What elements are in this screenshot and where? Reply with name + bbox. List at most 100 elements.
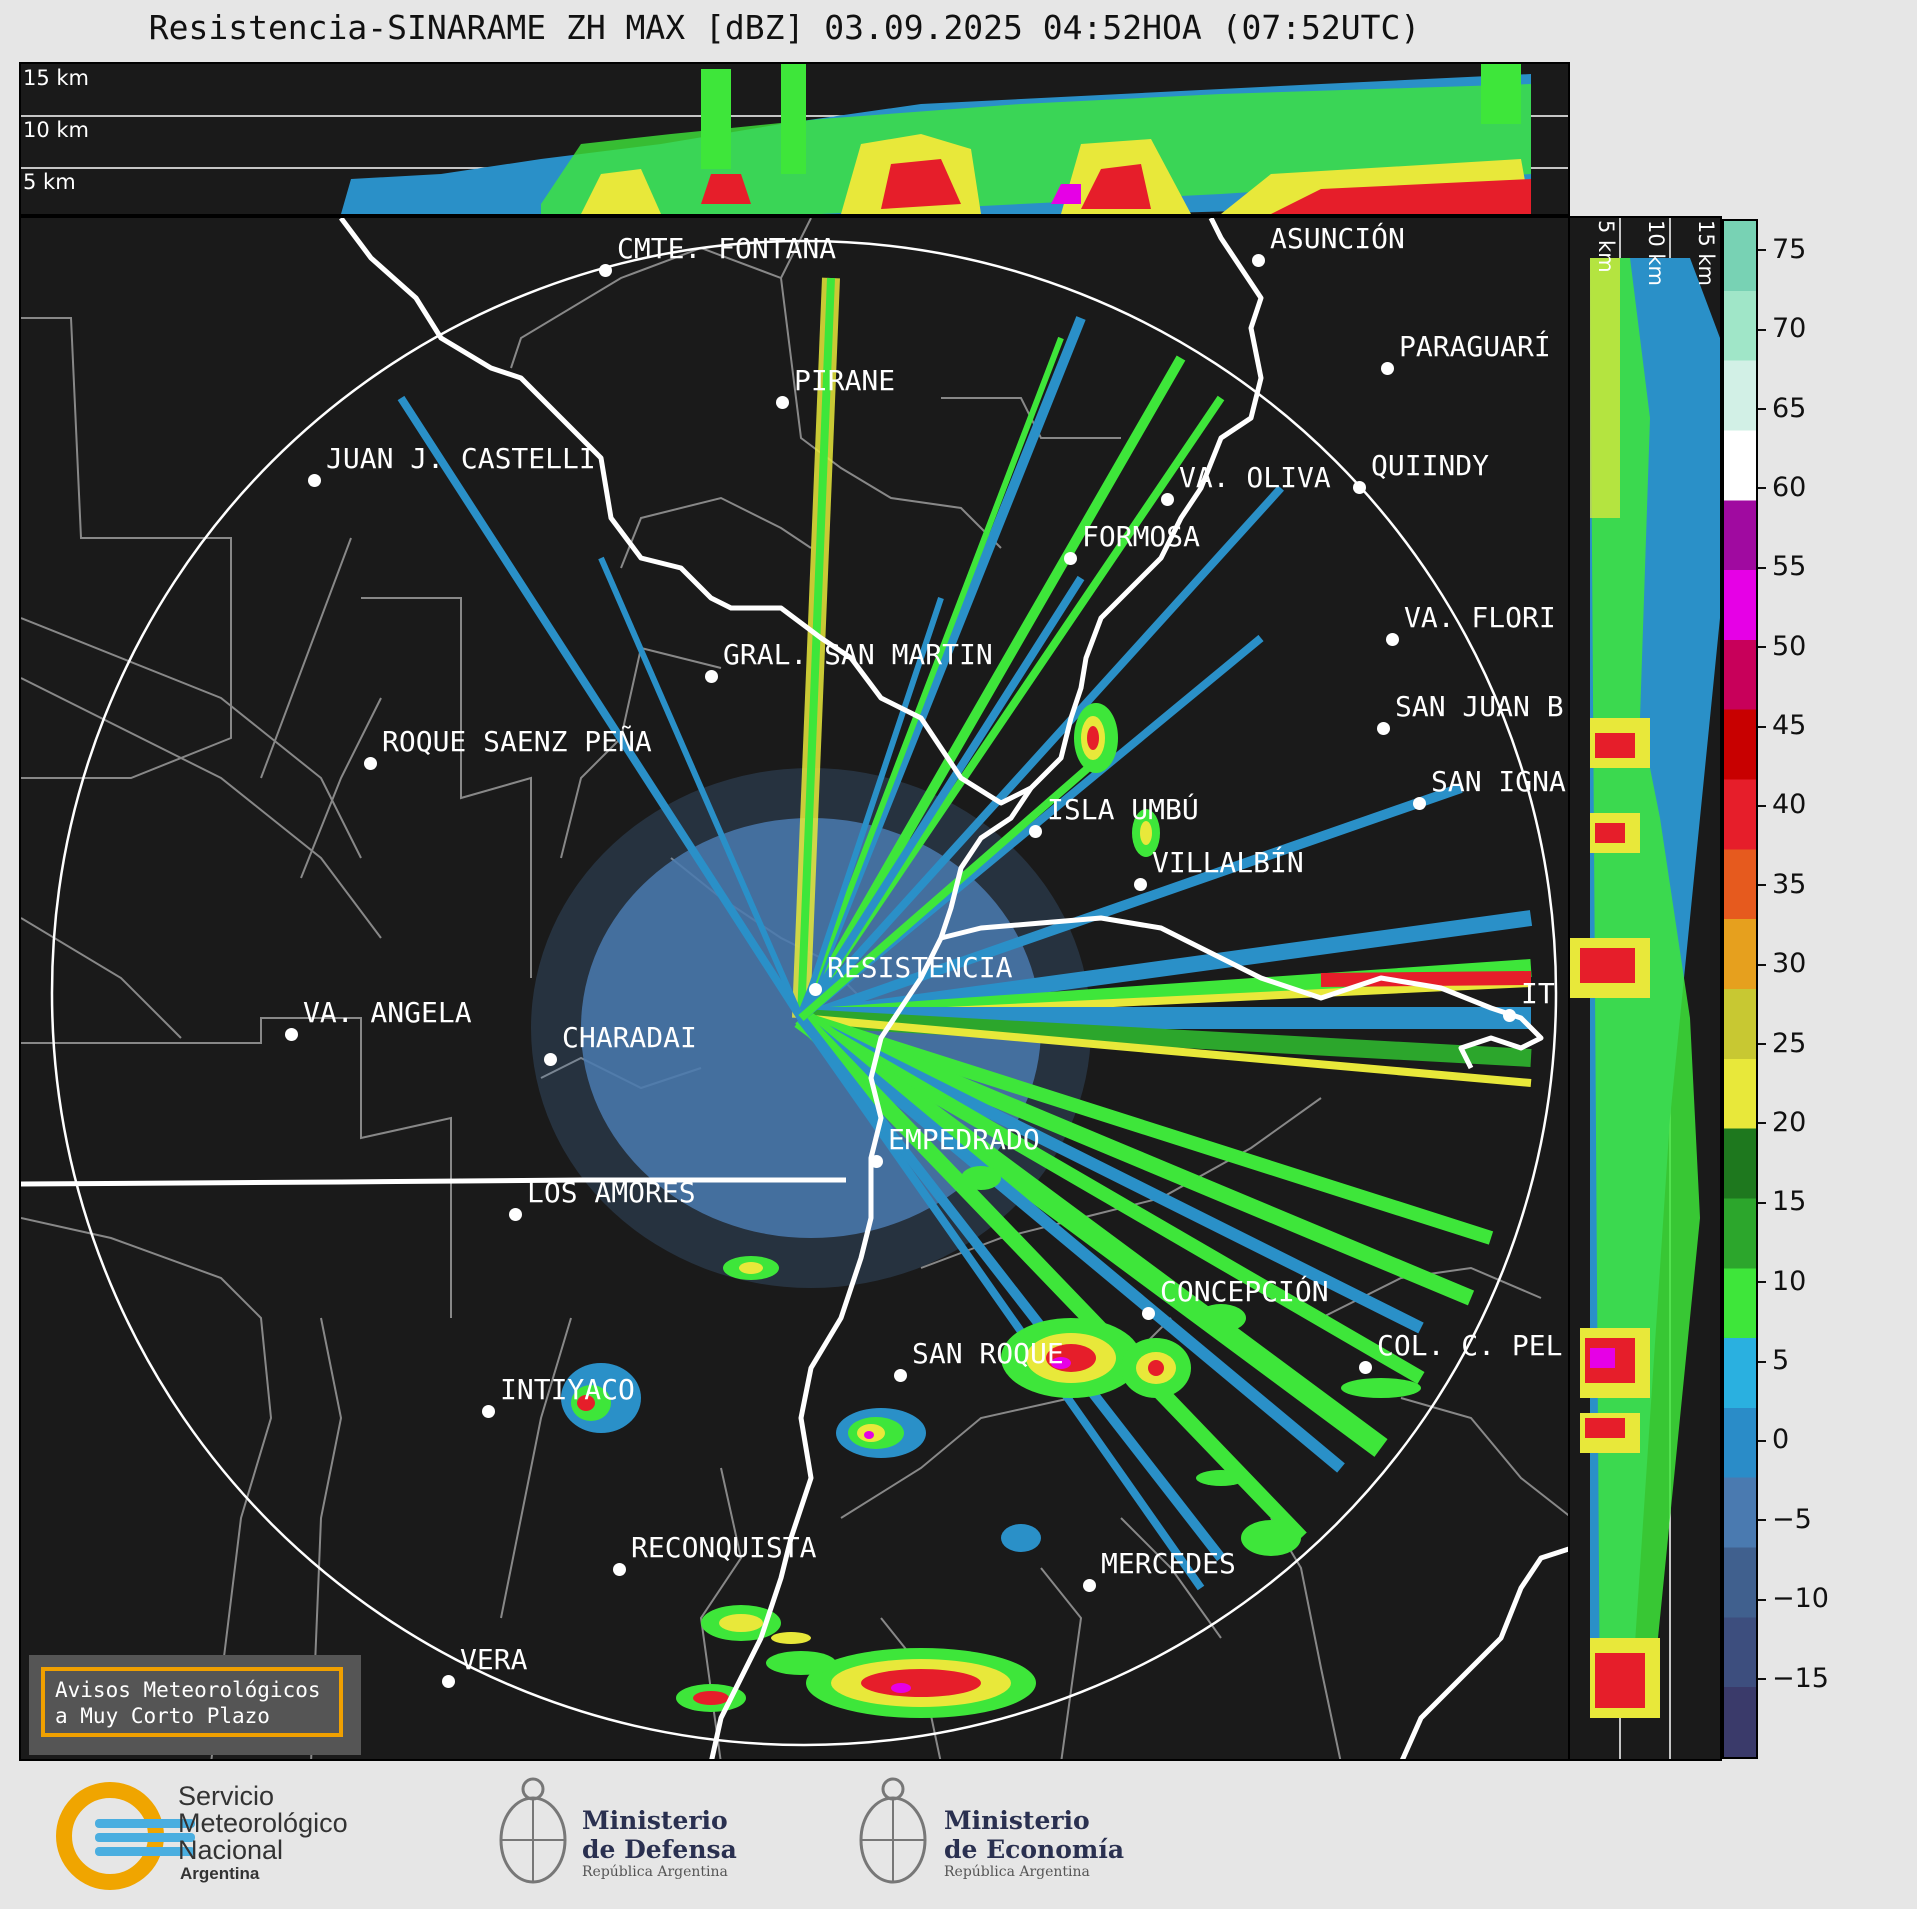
right-label-15km: 15 km — [1694, 220, 1718, 287]
city-dot-icon — [482, 1405, 495, 1418]
colorbar-tick-label: 5 — [1757, 1345, 1789, 1376]
city-dot-icon — [1377, 722, 1390, 735]
city-label: IT — [1521, 977, 1555, 1010]
top-label-15km: 15 km — [23, 66, 90, 90]
city-label: FORMOSA — [1082, 520, 1201, 553]
colorbar-tick-label: −10 — [1758, 1583, 1829, 1614]
city-dot-icon — [705, 670, 718, 683]
colorbar-tick-label: 50 — [1757, 631, 1806, 662]
city-dot-icon — [285, 1028, 298, 1041]
smn-logo-icon — [56, 1782, 195, 1890]
colorbar-tick-label: 0 — [1757, 1424, 1789, 1455]
right-label-10km: 10 km — [1644, 220, 1668, 287]
city-dot-icon — [1386, 633, 1399, 646]
city-dot-icon — [1161, 493, 1174, 506]
city-dot-icon — [364, 757, 377, 770]
city-label: RECONQUISTA — [631, 1531, 817, 1564]
colorbar-tick-label: 60 — [1757, 472, 1806, 503]
city-dot-icon — [1359, 1361, 1372, 1374]
city-label: VA. FLORI — [1404, 601, 1556, 634]
city-dot-icon — [1064, 552, 1077, 565]
city-dot-icon — [1353, 481, 1366, 494]
colorbar-tick-label: 45 — [1757, 710, 1806, 741]
city-dot-icon — [544, 1053, 557, 1066]
city-dot-icon — [894, 1369, 907, 1382]
colorbar-tick-label: 70 — [1757, 313, 1806, 344]
city-dot-icon — [1252, 254, 1265, 267]
city-dot-icon — [870, 1155, 883, 1168]
colorbar-tick-label: 35 — [1757, 869, 1806, 900]
economia-line2: de Economía — [944, 1835, 1125, 1864]
coat-of-arms-icon — [859, 1777, 927, 1884]
city-dot-icon — [1413, 797, 1426, 810]
city-label: LOS AMORES — [527, 1176, 696, 1209]
city-label: ISLA UMBÚ — [1047, 793, 1199, 826]
rivers-and-borders — [21, 218, 1568, 1759]
city-label: RESISTENCIA — [827, 951, 1013, 984]
colorbar-tick-label: −5 — [1758, 1504, 1812, 1535]
city-dot-icon — [1503, 1009, 1516, 1022]
city-dot-icon — [1083, 1579, 1096, 1592]
city-label: SAN ROQUE — [912, 1337, 1064, 1370]
warning-box-text[interactable]: Avisos Meteorológicos a Muy Corto Plazo — [41, 1667, 343, 1737]
right-cross-section-panel: 5 km 10 km 15 km — [1570, 216, 1722, 1761]
city-label: MERCEDES — [1101, 1547, 1236, 1580]
smn-line1: Servicio — [178, 1781, 275, 1811]
coat-of-arms-icon — [499, 1777, 567, 1884]
city-dot-icon — [509, 1208, 522, 1221]
city-label: PARAGUARÍ — [1399, 330, 1551, 363]
city-label: VILLALBÍN — [1152, 846, 1304, 879]
colorbar-tick-label: 55 — [1757, 551, 1806, 582]
city-dot-icon — [1381, 362, 1394, 375]
right-label-5km: 5 km — [1594, 220, 1618, 273]
smn-line2: Meteorológico — [178, 1808, 348, 1838]
colorbar-tick-label: 10 — [1757, 1266, 1806, 1297]
city-label: VA. OLIVA — [1179, 461, 1331, 494]
city-label: SAN JUAN B — [1395, 690, 1564, 723]
footer-logos: Servicio Meteorológico Nacional Argentin… — [0, 1761, 1917, 1909]
colorbar-tick-label: 20 — [1757, 1107, 1806, 1138]
defensa-line3: República Argentina — [582, 1864, 728, 1880]
top-label-10km: 10 km — [23, 118, 90, 142]
right-echo-area — [1570, 258, 1720, 1718]
radar-range-ring — [50, 239, 1558, 1747]
economia-line3: República Argentina — [944, 1864, 1090, 1880]
top-echo-area — [341, 64, 1531, 214]
warning-box[interactable]: Avisos Meteorológicos a Muy Corto Plazo — [29, 1655, 361, 1755]
radar-map[interactable]: CMTE. FONTANA ASUNCIÓN PARAGUARÍ PIRANE JUAN… — [19, 216, 1570, 1761]
colorbar-tick-label: 30 — [1757, 948, 1806, 979]
city-label: QUIINDY — [1371, 449, 1490, 482]
city-label: ROQUE SAENZ PEÑA — [382, 725, 652, 758]
colorbar-tick-label: 40 — [1757, 789, 1806, 820]
city-dot-icon — [1134, 878, 1147, 891]
city-dot-icon — [1029, 825, 1042, 838]
defensa-line2: de Defensa — [582, 1835, 737, 1864]
colorbar-tick-label: 75 — [1757, 234, 1806, 265]
colorbar — [1722, 219, 1758, 1759]
smn-line4: Argentina — [180, 1864, 260, 1883]
radial-beams — [397, 277, 1533, 1591]
city-label: COL. C. PEL — [1377, 1329, 1563, 1362]
city-label: PIRANE — [794, 364, 896, 397]
city-label: CMTE. FONTANA — [617, 232, 837, 265]
top-label-5km: 5 km — [23, 170, 76, 194]
city-dot-icon — [442, 1675, 455, 1688]
city-label: GRAL. SAN MARTIN — [723, 638, 993, 671]
city-dot-icon — [776, 396, 789, 409]
colorbar-tick-label: 65 — [1757, 393, 1806, 424]
city-label: CHARADAI — [562, 1021, 697, 1054]
city-label: JUAN J. CASTELLI — [326, 442, 596, 475]
page-title: Resistencia-SINARAME ZH MAX [dBZ] 03.09.… — [148, 8, 1421, 47]
city-label: SAN IGNA — [1431, 765, 1566, 798]
city-label: ASUNCIÓN — [1270, 222, 1405, 255]
city-label: EMPEDRADO — [888, 1123, 1040, 1156]
city-dot-icon — [599, 264, 612, 277]
city-label: VERA — [460, 1643, 528, 1676]
colorbar-tick-label: −15 — [1758, 1663, 1829, 1694]
city-label: CONCEPCIÓN — [1160, 1275, 1329, 1308]
colorbar-tick-label: 25 — [1757, 1028, 1806, 1059]
city-dot-icon — [1142, 1307, 1155, 1320]
city-label: VA. ANGELA — [303, 996, 472, 1029]
city-dot-icon — [308, 474, 321, 487]
city-dot-icon — [613, 1563, 626, 1576]
